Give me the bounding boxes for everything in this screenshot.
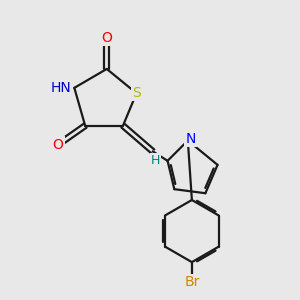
Text: O: O [53, 138, 64, 152]
Text: Br: Br [184, 275, 200, 290]
Text: N: N [185, 132, 196, 146]
Text: H: H [151, 154, 160, 167]
Text: HN: HN [51, 81, 72, 95]
Text: S: S [132, 86, 141, 100]
Text: O: O [101, 31, 112, 45]
